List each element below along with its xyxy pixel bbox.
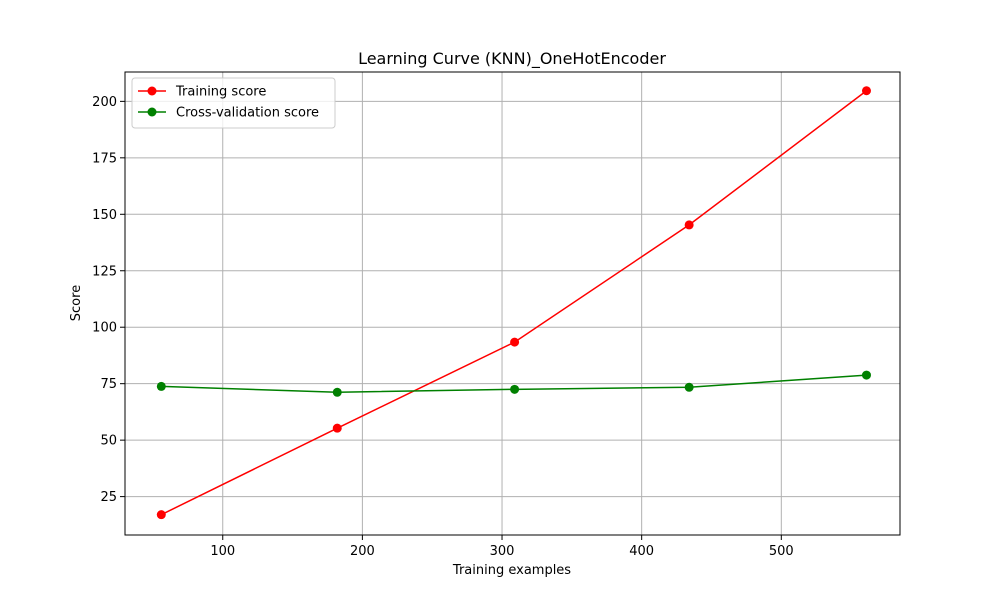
tick-layer: 100 200 300 400 500 25 50 75 100 125 150 175 200: [92, 95, 794, 559]
y-tick-label: 100: [92, 321, 117, 336]
training-score-point: [861, 86, 871, 96]
legend: Training score Cross-validation score: [131, 77, 336, 129]
grid-layer: [125, 72, 900, 535]
cross-validation-score-point: [510, 384, 520, 394]
y-tick-label: 150: [92, 208, 117, 223]
x-tick-label: 200: [350, 544, 375, 559]
cross-validation-score-point: [156, 381, 166, 391]
legend-item-training-score: Training score: [138, 85, 266, 100]
training-score-point: [510, 337, 520, 347]
plot-frame: [124, 71, 901, 536]
x-axis-label: Training examples: [452, 563, 571, 578]
series-training-score: [156, 86, 871, 520]
training-score-point: [156, 510, 166, 520]
legend-items: Training score Cross-validation score: [138, 85, 319, 121]
y-tick-label: 75: [100, 377, 117, 392]
x-tick-label: 400: [629, 544, 654, 559]
chart-title: Learning Curve (KNN)_OneHotEncoder: [358, 49, 666, 69]
y-tick-label: 125: [92, 264, 117, 279]
legend-label: Training score: [175, 85, 266, 100]
legend-marker-swatch: [147, 86, 157, 96]
legend-label: Cross-validation score: [176, 106, 319, 121]
cross-validation-score-point: [861, 370, 871, 380]
legend-box: [131, 77, 336, 129]
legend-item-cross-validation-score: Cross-validation score: [138, 106, 319, 121]
cross-validation-score-point: [332, 387, 342, 397]
series-layer: [156, 86, 871, 520]
y-tick-label: 200: [92, 95, 117, 110]
y-axis-label: Score: [69, 285, 84, 321]
cross-validation-score-point: [684, 382, 694, 392]
x-tick-label: 500: [769, 544, 794, 559]
training-score-point: [332, 423, 342, 433]
training-score-point: [684, 220, 694, 230]
y-tick-label: 50: [100, 434, 117, 449]
series-cross-validation-score: [156, 370, 871, 397]
legend-marker-swatch: [147, 107, 157, 117]
x-tick-label: 100: [210, 544, 235, 559]
x-tick-label: 300: [490, 544, 515, 559]
y-tick-label: 175: [92, 151, 117, 166]
y-tick-label: 25: [100, 490, 117, 505]
